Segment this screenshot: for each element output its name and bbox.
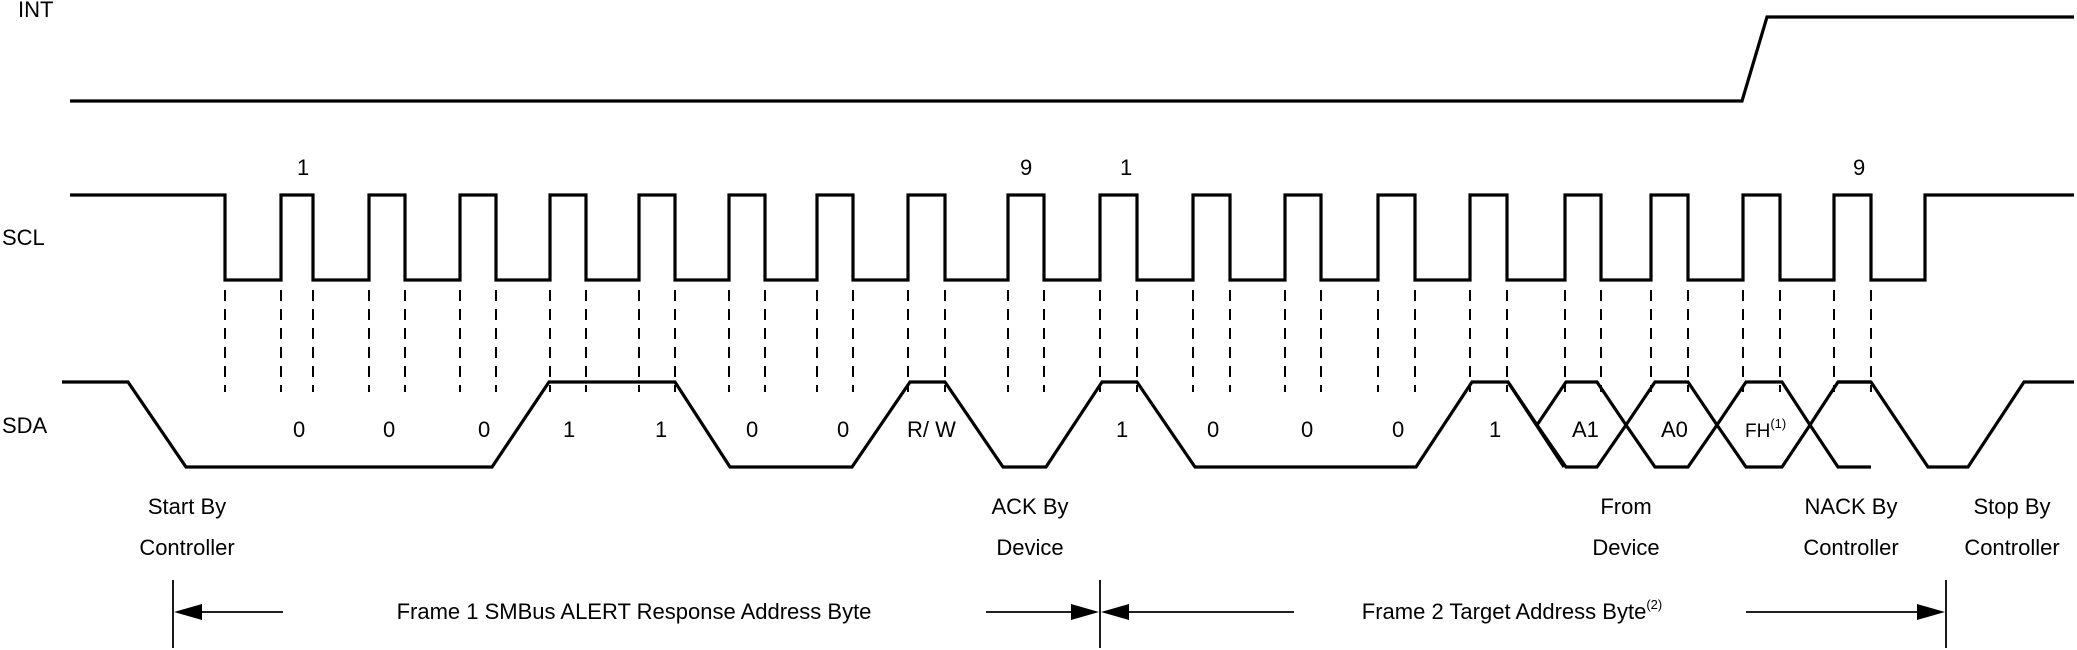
sda-eye-section bbox=[1506, 380, 1871, 469]
int-signal-label: INT bbox=[18, 0, 53, 22]
nack-line2: Controller bbox=[1803, 535, 1898, 560]
frame2-label: Frame 2 Target Address Byte(2) bbox=[1362, 597, 1662, 624]
rw-bit-label: R/ W bbox=[907, 417, 956, 442]
nack-line1: NACK By bbox=[1805, 494, 1898, 519]
clock-number-frame1-first: 1 bbox=[297, 155, 309, 180]
a0-bit-label: A0 bbox=[1661, 417, 1688, 442]
fh-footnote: (1) bbox=[1770, 416, 1786, 431]
frame2-bit: 1 bbox=[1116, 417, 1128, 442]
start-annotation: Start By Controller bbox=[139, 494, 234, 560]
sda-signal-label: SDA bbox=[2, 413, 48, 438]
frame1-bit: 1 bbox=[563, 417, 575, 442]
frame2-right-arrowhead bbox=[1917, 604, 1945, 620]
start-line2: Controller bbox=[139, 535, 234, 560]
frame2-label-text: Frame 2 Target Address Byte bbox=[1362, 599, 1647, 624]
frame1-left-arrowhead bbox=[174, 604, 202, 620]
fh-bit-label: FH(1) bbox=[1745, 416, 1786, 442]
frame1-bit: 0 bbox=[478, 417, 490, 442]
sda-waveform-end bbox=[1838, 380, 2074, 469]
scl-signal-label: SCL bbox=[2, 225, 45, 250]
frame1-bit: 0 bbox=[837, 417, 849, 442]
a1-bit-label: A1 bbox=[1572, 417, 1599, 442]
frame2-bit: 0 bbox=[1207, 417, 1219, 442]
frame2-footnote: (2) bbox=[1646, 597, 1662, 612]
from-device-line2: Device bbox=[1592, 535, 1659, 560]
scl-waveform bbox=[70, 193, 2074, 282]
clock-number-frame1-ninth: 9 bbox=[1020, 155, 1032, 180]
frame1-bit: 0 bbox=[383, 417, 395, 442]
frame2-bit: 0 bbox=[1392, 417, 1404, 442]
from-device-annotation: From Device bbox=[1592, 494, 1659, 560]
frame1-bit-values: 0 0 0 1 1 0 0 bbox=[293, 417, 849, 442]
frame2-bit: 1 bbox=[1489, 417, 1501, 442]
from-device-line1: From bbox=[1600, 494, 1651, 519]
start-line1: Start By bbox=[148, 494, 226, 519]
frame-markers bbox=[172, 580, 1947, 648]
stop-annotation: Stop By Controller bbox=[1964, 494, 2059, 560]
ack-annotation: ACK By Device bbox=[991, 494, 1068, 560]
frame1-bit: 0 bbox=[293, 417, 305, 442]
clock-number-frame2-first: 1 bbox=[1120, 155, 1132, 180]
frame2-bit-values: 1 0 0 0 1 bbox=[1116, 417, 1501, 442]
ack-line1: ACK By bbox=[991, 494, 1068, 519]
scl-sda-dashed-guides bbox=[224, 290, 1872, 392]
sda-eye-section-high bbox=[1506, 380, 1871, 469]
frame1-right-arrowhead bbox=[1071, 604, 1099, 620]
stop-line2: Controller bbox=[1964, 535, 2059, 560]
clock-number-frame2-ninth: 9 bbox=[1853, 155, 1865, 180]
frame1-bit: 1 bbox=[655, 417, 667, 442]
nack-annotation: NACK By Controller bbox=[1803, 494, 1898, 560]
fh-text: FH bbox=[1745, 421, 1770, 442]
sda-waveform bbox=[62, 380, 1566, 469]
stop-line1: Stop By bbox=[1973, 494, 2050, 519]
frame1-bit: 0 bbox=[746, 417, 758, 442]
frame2-bit: 0 bbox=[1301, 417, 1313, 442]
frame2-left-arrowhead bbox=[1101, 604, 1129, 620]
frame1-label: Frame 1 SMBus ALERT Response Address Byt… bbox=[397, 599, 872, 624]
ack-line2: Device bbox=[996, 535, 1063, 560]
int-waveform bbox=[70, 15, 2074, 103]
